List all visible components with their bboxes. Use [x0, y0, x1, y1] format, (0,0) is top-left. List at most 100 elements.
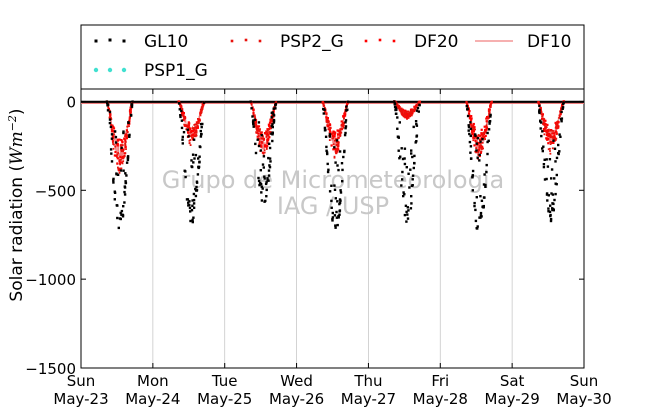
gl10-point: [109, 125, 113, 129]
gl10-point: [471, 175, 474, 178]
gl10-point: [542, 165, 546, 169]
legend-gl10-marker: [108, 38, 112, 42]
df20-point: [326, 117, 329, 120]
df20-point: [552, 132, 555, 135]
gl10-point: [338, 150, 342, 153]
psp2-g-point: [257, 135, 260, 137]
gl10-point: [331, 217, 334, 221]
psp2-g-point: [254, 123, 256, 126]
df20-point: [483, 136, 486, 139]
gl10-point: [399, 155, 402, 158]
gl10-point: [251, 115, 254, 118]
psp2-g-point: [537, 101, 540, 104]
psp2-g-point: [267, 134, 270, 137]
psp2-g-point: [112, 143, 114, 145]
gl10-point: [538, 111, 541, 115]
gl10-point: [262, 155, 266, 158]
gl10-point: [201, 122, 204, 126]
psp2-g-point: [541, 115, 543, 118]
psp2-g-point: [322, 103, 325, 105]
df20-point: [191, 134, 194, 137]
psp2-g-point: [545, 126, 547, 128]
psp2-g-point: [262, 135, 264, 138]
gl10-point: [469, 145, 473, 148]
psp2-g-point: [396, 103, 398, 105]
psp2-g-point: [477, 151, 479, 154]
gl10-point: [542, 163, 546, 166]
gl10-point: [114, 135, 118, 139]
x-tick-label-day: Thu: [353, 372, 382, 390]
df20-point: [485, 120, 488, 123]
gl10-point: [187, 201, 190, 204]
gl10-point: [545, 177, 548, 181]
gl10-point: [191, 153, 195, 156]
df20-point: [485, 126, 489, 129]
gl10-point: [106, 109, 110, 112]
psp2-g-point: [123, 156, 125, 159]
gl10-point: [252, 122, 255, 125]
legend: GL10 PSP2_G DF20 DF10 PSP1_G: [93, 32, 572, 81]
psp2-g-point: [345, 107, 347, 109]
gl10-point: [184, 175, 187, 179]
psp2-g-point: [558, 114, 561, 117]
gl10-point: [474, 219, 478, 223]
gl10-point: [541, 130, 544, 133]
gl10-point: [548, 158, 552, 161]
x-tick-label-date: May-26: [269, 390, 324, 408]
psp2-g-point: [265, 136, 268, 138]
watermark-line-1: Grupo de Micrometeorologia: [162, 166, 504, 194]
psp2-g-point: [118, 159, 121, 161]
psp2-g-point: [130, 107, 133, 109]
psp2-g-point: [193, 127, 195, 129]
gl10-point: [403, 157, 406, 160]
x-tick-label-day: Mon: [137, 372, 169, 390]
psp2-g-point: [128, 125, 130, 127]
psp2-g-point: [263, 151, 266, 154]
df20-point: [125, 137, 128, 140]
gl10-point: [121, 215, 125, 218]
psp2-g-point: [326, 124, 329, 126]
psp2-g-point: [201, 108, 204, 110]
gl10-point: [482, 183, 486, 186]
df20-point: [118, 162, 122, 165]
gl10-point: [262, 166, 265, 169]
gl10-point: [547, 194, 550, 197]
gl10-point: [188, 206, 192, 210]
gl10-point: [112, 177, 115, 181]
gl10-point: [547, 210, 550, 213]
psp2-g-point: [118, 171, 121, 174]
psp2-g-point: [549, 152, 552, 155]
psp2-g-point: [116, 162, 119, 165]
gl10-point: [405, 220, 408, 223]
psp2-g-point: [489, 104, 492, 107]
gl10-point: [550, 168, 554, 171]
psp2-g-point: [335, 151, 338, 154]
legend-psp2-g-marker: [230, 39, 234, 43]
gl10-point: [466, 114, 470, 118]
gl10-point: [258, 183, 261, 187]
psp2-g-point: [415, 105, 417, 108]
gl10-point: [335, 139, 339, 142]
gl10-point: [196, 173, 200, 176]
df20-point: [328, 128, 331, 132]
gl10-point: [187, 204, 190, 207]
gl10-point: [123, 185, 126, 188]
df20-point: [257, 132, 260, 135]
psp2-g-point: [188, 142, 191, 144]
x-tick-label-date: May-30: [556, 390, 611, 408]
gl10-point: [471, 189, 474, 192]
gl10-point: [334, 161, 337, 164]
gl10-point: [412, 125, 415, 129]
gl10-point: [192, 202, 196, 205]
df20-point: [124, 133, 127, 136]
psp2-g-point: [334, 139, 336, 142]
psp2-g-point: [416, 104, 419, 107]
df20-point: [479, 151, 482, 154]
grid-lines: [152, 89, 513, 368]
df20-point: [116, 138, 119, 141]
gl10-point: [198, 145, 201, 148]
gl10-point: [191, 218, 194, 222]
psp2-g-point: [489, 105, 491, 108]
df20-point: [472, 122, 475, 126]
gl10-point: [555, 156, 559, 160]
